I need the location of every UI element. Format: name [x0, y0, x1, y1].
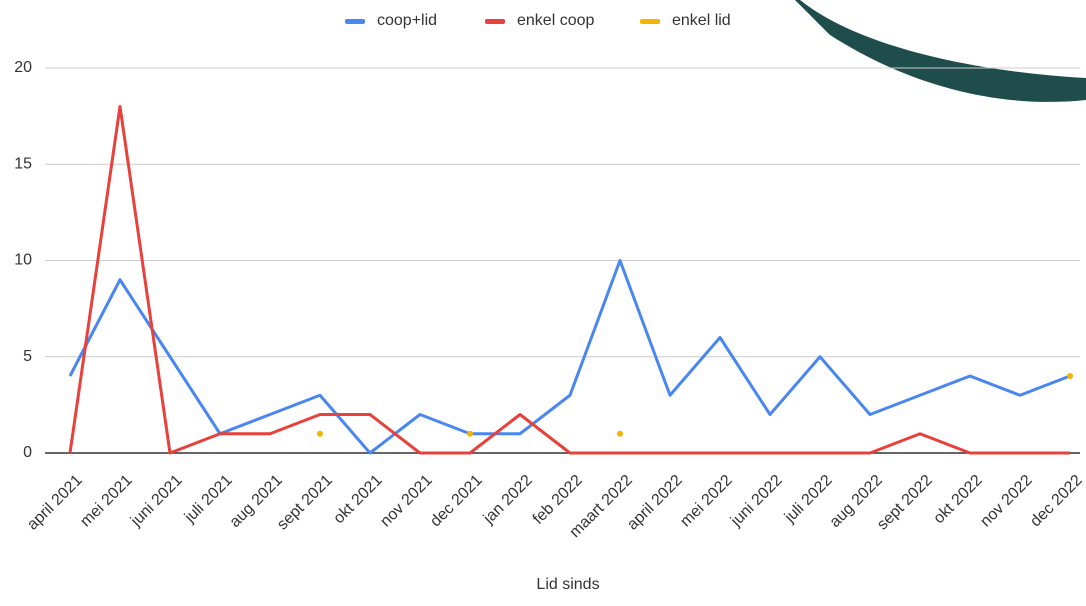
- x-tick-label: mei 2022: [677, 472, 736, 531]
- x-tick-label: april 2022: [624, 472, 686, 534]
- line: [68, 259, 1071, 455]
- x-tick-label: nov 2022: [977, 472, 1036, 531]
- x-tick-label: sept 2021: [274, 472, 336, 534]
- y-tick-label: 5: [23, 348, 32, 365]
- line: [68, 105, 1070, 455]
- x-tick-label: dec 2022: [1027, 472, 1086, 531]
- legend-label: coop+lid: [377, 12, 437, 29]
- x-tick-label: april 2021: [24, 472, 86, 534]
- point: [617, 430, 623, 437]
- y-tick-label: 20: [14, 59, 32, 76]
- y-tick-label: 0: [23, 444, 32, 461]
- x-tick-label: dec 2021: [427, 472, 486, 531]
- x-tick-label: mei 2021: [77, 472, 136, 531]
- legend-swatch: [640, 19, 660, 24]
- x-tick-label: juni 2022: [727, 472, 786, 531]
- y-tick-label: 15: [14, 155, 32, 172]
- point: [467, 430, 473, 437]
- legend-swatch: [485, 19, 505, 24]
- x-axis-title: Lid sinds: [536, 576, 599, 593]
- decoration: [795, 0, 1086, 102]
- x-tick-label: juni 2021: [127, 472, 186, 531]
- legend-swatch: [345, 19, 365, 24]
- point: [1067, 373, 1073, 379]
- legend-label: enkel lid: [672, 12, 731, 29]
- legend-label: enkel coop: [517, 12, 594, 29]
- y-tick-label: 10: [14, 252, 32, 269]
- point: [317, 430, 323, 437]
- x-tick-label: jan 2022: [480, 472, 536, 528]
- x-tick-label: sept 2022: [874, 472, 936, 534]
- x-tick-label: nov 2021: [377, 472, 436, 531]
